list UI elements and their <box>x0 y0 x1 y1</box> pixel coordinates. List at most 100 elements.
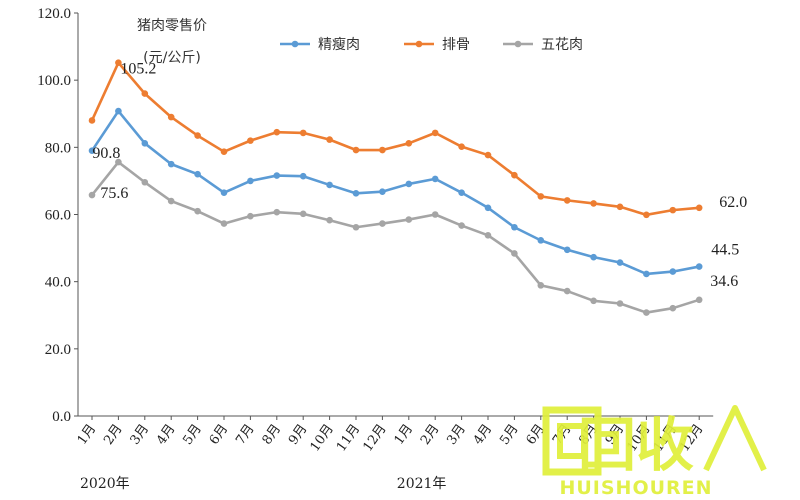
y-tick-label: 20.0 <box>45 342 71 358</box>
year-label: 2021年 <box>397 476 447 492</box>
legend-item: 排骨 <box>404 37 470 53</box>
x-tick-label: 9月 <box>286 422 310 448</box>
data-point <box>352 223 360 231</box>
x-tick-label: 2月 <box>101 422 125 448</box>
watermark-logo: 回收 HUISHOUREN <box>542 405 767 499</box>
x-tick-label: 11月 <box>334 422 363 455</box>
data-point <box>220 189 228 196</box>
chart-title-group: 猪肉零售价 (元/公斤) <box>137 18 207 66</box>
data-point <box>194 132 201 139</box>
x-tick-label: 4月 <box>154 422 178 448</box>
data-point <box>141 90 149 97</box>
annotations-group: 105.2 90.8 75.6 62.0 44.5 34.6 <box>92 61 747 290</box>
x-tick-label: 5月 <box>497 422 521 448</box>
legend-label: 精瘦肉 <box>318 36 360 53</box>
legend-label: 五花肉 <box>541 37 583 53</box>
legend-item: 五花肉 <box>503 37 583 53</box>
data-point <box>695 263 703 270</box>
watermark-peak-icon <box>703 405 767 472</box>
y-tick-label: 120.0 <box>37 6 71 22</box>
chart-title: 猪肉零售价 <box>137 18 207 34</box>
x-tick-label: 3月 <box>128 422 152 448</box>
data-point <box>88 147 96 154</box>
x-tick-label: 12月 <box>360 422 389 455</box>
legend-item: 精瘦肉 <box>280 36 360 53</box>
x-tick-label: 1月 <box>75 422 99 448</box>
data-point <box>167 113 175 121</box>
series-2 <box>88 59 703 219</box>
legend-marker <box>514 40 522 48</box>
data-point <box>247 137 254 144</box>
data-point <box>167 160 175 168</box>
data-point <box>194 207 201 215</box>
data-point <box>643 309 650 316</box>
x-tick-label: 3月 <box>444 422 468 448</box>
data-point <box>590 200 597 207</box>
series-line <box>90 61 700 217</box>
data-point <box>299 172 307 180</box>
y-tick-label: 0.0 <box>52 409 71 425</box>
y-tick-label: 60.0 <box>45 208 71 224</box>
data-point <box>273 128 281 136</box>
legend-marker <box>291 40 299 48</box>
data-point <box>220 220 228 227</box>
watermark-box-icon <box>542 406 602 476</box>
x-tick-label: 6月 <box>207 422 231 448</box>
data-point <box>537 237 545 244</box>
data-point <box>511 171 518 179</box>
x-tick-label: 4月 <box>471 422 495 448</box>
data-point <box>115 107 122 115</box>
watermark-sub-text: HUISHOUREN <box>559 477 712 499</box>
data-point <box>590 253 597 261</box>
x-tick-label: 7月 <box>233 422 257 448</box>
data-point <box>616 259 624 266</box>
data-point <box>326 136 333 143</box>
legend: 精瘦肉 排骨 五花肉 <box>280 36 583 53</box>
data-point <box>352 146 360 154</box>
legend-marker <box>415 40 423 48</box>
y-tick-label: 100.0 <box>37 73 71 89</box>
series-3 <box>88 158 703 316</box>
x-tick-label: 1月 <box>392 422 416 448</box>
data-point <box>194 170 201 178</box>
year-label: 2020年 <box>80 476 130 492</box>
data-label: 44.5 <box>711 242 739 259</box>
data-point <box>643 270 650 278</box>
data-point <box>141 140 149 147</box>
watermark-main-text: 回收 <box>578 411 694 479</box>
data-point <box>616 203 624 211</box>
data-label: 105.2 <box>120 61 156 78</box>
data-point <box>352 190 360 197</box>
x-tick-label: 8月 <box>260 422 284 448</box>
data-point <box>115 59 122 67</box>
x-tick-label: 2月 <box>418 422 442 448</box>
chart-subtitle: (元/公斤) <box>143 50 201 66</box>
data-point <box>695 296 703 304</box>
data-point <box>431 129 439 137</box>
data-point <box>484 232 492 239</box>
data-point <box>299 129 307 137</box>
data-point <box>511 223 518 231</box>
data-point <box>458 143 465 150</box>
data-point <box>379 146 386 154</box>
series-line <box>90 109 700 276</box>
data-label: 75.6 <box>100 185 128 202</box>
data-point <box>431 175 439 183</box>
x-tick-label: 10月 <box>308 422 337 455</box>
series-1 <box>88 107 703 278</box>
data-point <box>511 250 518 257</box>
data-point <box>88 191 96 199</box>
data-label: 90.8 <box>92 145 120 162</box>
data-label: 62.0 <box>719 194 747 211</box>
data-point <box>643 211 650 219</box>
y-tick-label: 40.0 <box>45 275 71 291</box>
data-point <box>537 193 545 200</box>
data-point <box>458 222 465 229</box>
series-group <box>88 59 703 316</box>
data-point <box>247 177 254 185</box>
data-point <box>167 197 175 205</box>
data-point <box>563 287 571 295</box>
data-point <box>141 178 149 186</box>
data-point <box>405 216 413 223</box>
